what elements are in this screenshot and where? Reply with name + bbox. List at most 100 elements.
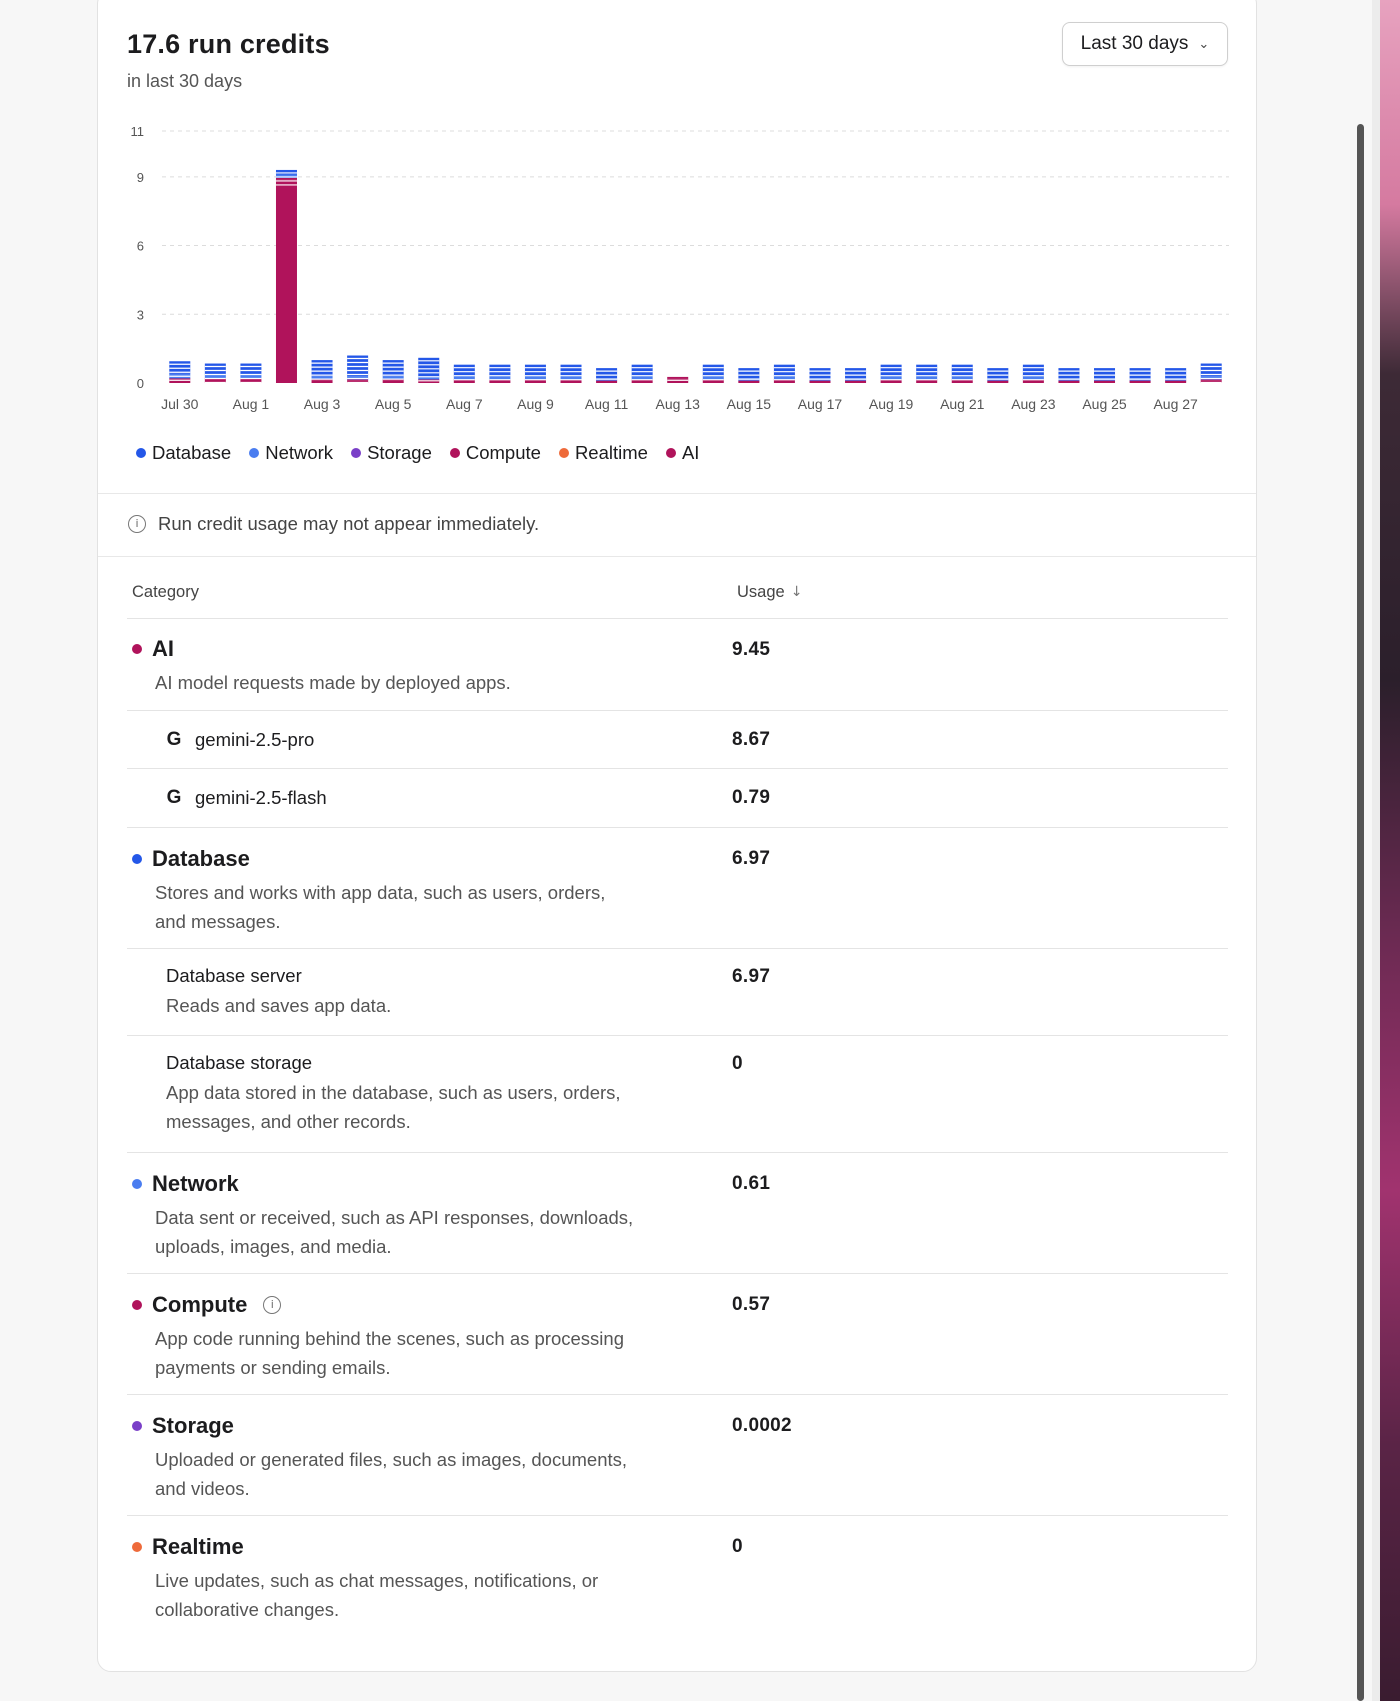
bar-segment-network <box>631 376 653 380</box>
table-row-network: Network Data sent or received, such as A… <box>127 1153 1228 1274</box>
bar-segment-compute <box>809 380 831 382</box>
chevron-down-icon: ⌄ <box>1198 36 1210 51</box>
bar-segment-compute <box>347 379 369 381</box>
x-tick-label: Aug 9 <box>517 396 554 412</box>
bar-segment-network <box>204 374 226 379</box>
vertical-scrollbar[interactable] <box>1357 124 1364 1701</box>
google-icon: G <box>166 728 182 750</box>
bar-segment-database <box>418 357 440 377</box>
usage-value: 0 <box>732 1536 743 1557</box>
category-description: Stores and works with app data, such as … <box>155 882 606 932</box>
bar-segment-ai <box>880 380 902 383</box>
bar-segment-ai <box>453 380 475 383</box>
bar-segment-network <box>524 376 546 380</box>
bar-segment-network <box>1022 376 1044 380</box>
bar-segment-network <box>951 376 973 380</box>
sort-arrow-icon: ↓ <box>790 584 803 600</box>
legend-dot <box>449 448 460 458</box>
usage-table: Category Usage ↓ AI AI model requests ma… <box>127 566 1228 1637</box>
y-tick-label: 6 <box>137 239 144 254</box>
usage-value: 9.45 <box>732 639 771 660</box>
table-row-realtime: Realtime Live updates, such as chat mess… <box>127 1516 1228 1637</box>
column-header-usage[interactable]: Usage ↓ <box>737 583 802 602</box>
bar-segment-database <box>951 364 973 377</box>
x-tick-label: Aug 25 <box>1082 396 1127 412</box>
bar-segment-network <box>702 376 724 380</box>
bar-segment-compute <box>418 379 440 381</box>
bar-segment-network <box>347 376 369 380</box>
category-description: AI model requests made by deployed apps. <box>155 672 511 693</box>
bar-segment-ai <box>916 380 938 383</box>
bar-segment-ai <box>773 380 795 383</box>
table-row-gemini-flash: G gemini-2.5-flash 0.79 <box>127 769 1228 828</box>
compute-info-icon[interactable]: i <box>263 1296 282 1314</box>
bar-segment-compute <box>1094 380 1116 382</box>
bar-segment-ai <box>560 380 582 383</box>
bar-segment-database <box>275 169 297 175</box>
legend-label: Compute <box>465 442 541 463</box>
bar-segment-network <box>916 376 938 380</box>
bar-segment-ai <box>809 381 831 383</box>
table-row-database-storage: Database storage App data stored in the … <box>127 1036 1228 1153</box>
bar-segment-ai <box>489 380 511 383</box>
usage-header-label: Usage <box>737 582 785 601</box>
table-row-database-server: Database server Reads and saves app data… <box>127 949 1228 1036</box>
usage-bar-chart: 11 9 6 3 0 Jul 30 Aug 1 Aug 3 Aug 5 Aug 7 Aug 9 Aug… <box>131 124 1229 412</box>
network-color-dot <box>132 1179 142 1189</box>
subcategory-description: App data stored in the database, such as… <box>166 1082 621 1132</box>
bar-segment-network <box>240 374 262 379</box>
bar-segment-ai <box>1200 380 1222 383</box>
bar-segment-database <box>596 368 618 379</box>
usage-value: 6.97 <box>732 848 771 869</box>
bar-segment-ai <box>204 379 226 383</box>
y-tick-label: 9 <box>137 170 144 185</box>
bar-segment-compute <box>169 378 191 380</box>
date-range-dropdown[interactable]: Last 30 days ⌄ <box>1062 22 1228 66</box>
bar-segment-database <box>702 364 724 377</box>
bar-segment-ai <box>169 379 191 383</box>
google-icon: G <box>166 787 182 808</box>
notice: i Run credit usage may not appear immedi… <box>128 513 539 535</box>
bar-segment-ai <box>702 380 724 383</box>
category-name: Realtime <box>152 1534 244 1559</box>
bar-segment-database <box>1022 364 1044 377</box>
x-tick-label: Aug 23 <box>1011 396 1056 412</box>
legend-label: Realtime <box>574 442 648 463</box>
divider <box>98 556 1256 557</box>
bar-segment-database <box>453 364 475 377</box>
x-tick-label: Aug 27 <box>1153 396 1198 412</box>
bar-segment-compute <box>845 380 867 382</box>
bar-segment-network <box>489 376 511 380</box>
usage-value: 6.97 <box>732 966 771 987</box>
usage-card: 17.6 run credits in last 30 days Last 30… <box>97 0 1257 1672</box>
bar-segment-database <box>311 360 333 377</box>
bar-segment-network <box>880 376 902 380</box>
bar-segment-ai <box>524 380 546 383</box>
bar-segment-compute <box>738 380 760 382</box>
category-description: App code running behind the scenes, such… <box>155 1328 624 1378</box>
category-name: AI <box>152 636 174 661</box>
notice-text: Run credit usage may not appear immediat… <box>158 513 540 534</box>
usage-value: 0.57 <box>732 1294 771 1315</box>
table-row-compute: Compute i App code running behind the sc… <box>127 1274 1228 1395</box>
bar-segment-ai <box>382 380 404 383</box>
model-name: gemini-2.5-pro <box>195 728 315 750</box>
bar-segment-ai <box>1165 381 1187 383</box>
bar-segment-network <box>275 174 297 178</box>
bar-segment-ai <box>311 380 333 383</box>
category-name: Network <box>152 1171 239 1196</box>
legend-label: Database <box>152 442 232 463</box>
legend-item-compute: Compute <box>449 442 541 464</box>
bar-segment-ai <box>1094 381 1116 383</box>
subcategory-name: Database server <box>166 965 302 986</box>
storage-color-dot <box>132 1421 142 1431</box>
bar-segment-ai <box>596 381 618 383</box>
bar-segment-ai <box>1022 380 1044 383</box>
legend-dot <box>558 448 569 458</box>
model-name: gemini-2.5-flash <box>195 787 327 808</box>
info-icon: i <box>128 515 146 533</box>
page-subtitle: in last 30 days <box>127 71 243 91</box>
bar-segment-compute <box>987 380 1009 382</box>
background-wallpaper <box>1380 0 1400 1701</box>
subcategory-name: Database storage <box>166 1052 313 1073</box>
